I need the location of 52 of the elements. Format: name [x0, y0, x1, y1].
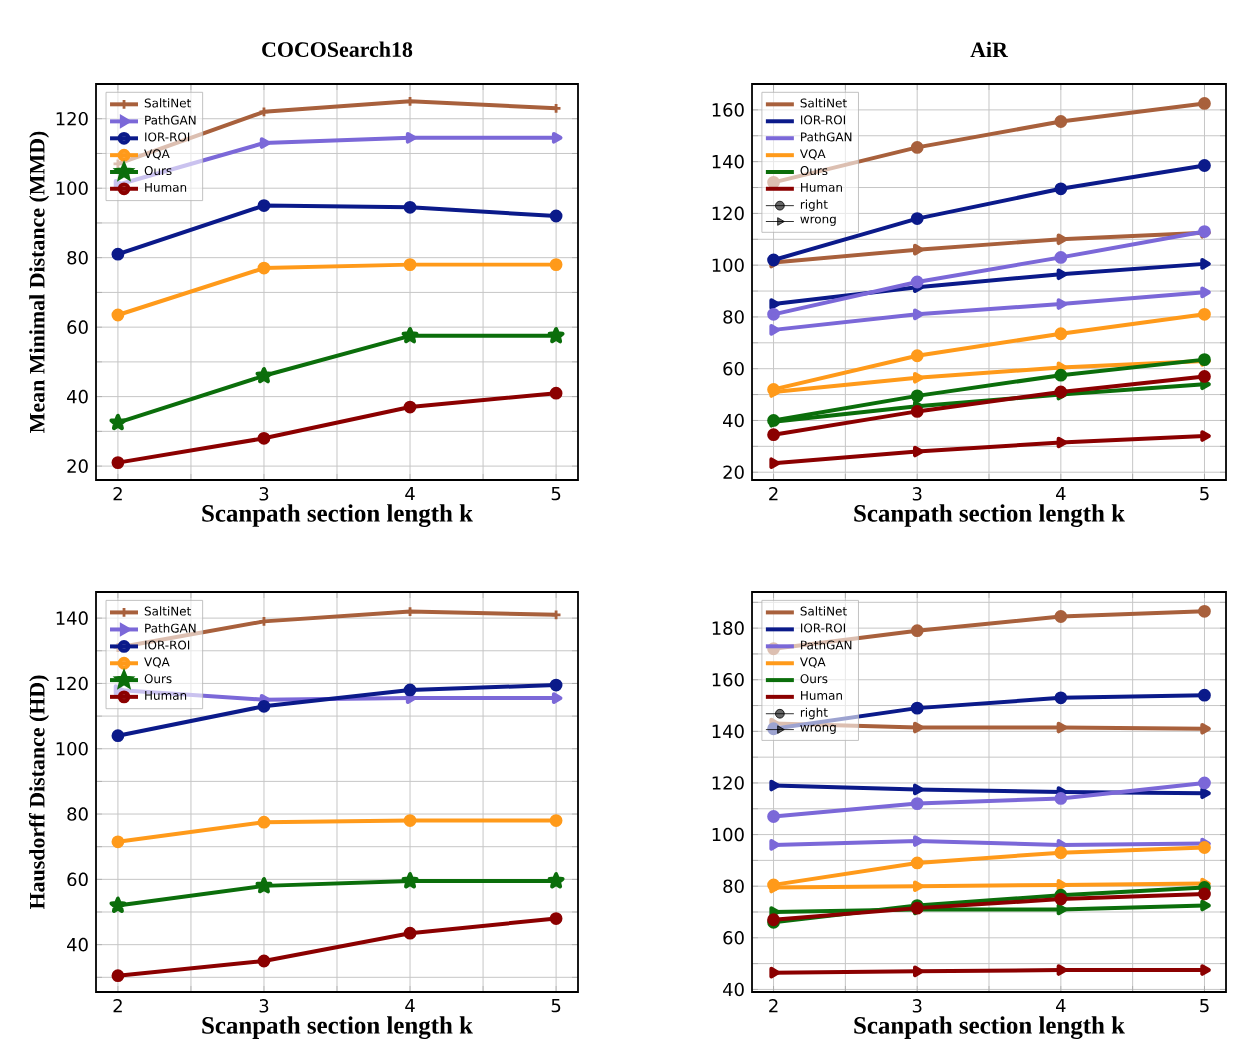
y-tick-label: 100	[712, 258, 744, 272]
y-tick-label: 140	[712, 724, 744, 739]
x-tick-label: 4	[405, 487, 415, 501]
x-tick-label: 2	[769, 999, 778, 1013]
x-tick-label: 5	[1200, 999, 1209, 1013]
y-tick-label: 180	[712, 621, 744, 635]
chart-title: COCOSearch18	[262, 41, 413, 57]
x-axis-title: Scanpath section length k	[202, 504, 473, 528]
y-tick-label: 60	[723, 361, 744, 376]
y-tick-label: 140	[56, 611, 88, 625]
x-tick-label: 4	[405, 999, 415, 1013]
y-tick-label: 120	[712, 776, 744, 790]
x-axis-title: Scanpath section length k	[854, 1016, 1125, 1040]
y-tick-label: 20	[723, 465, 744, 480]
y-tick-label: 140	[712, 154, 744, 169]
y-tick-label: 40	[67, 389, 88, 404]
x-tick-label: 2	[769, 487, 778, 501]
y-tick-label: 60	[67, 320, 88, 334]
y-tick-label: 120	[56, 676, 88, 691]
y-tick-label: 100	[712, 827, 744, 842]
y-tick-label: 120	[712, 206, 744, 221]
x-tick-label: 2	[113, 999, 122, 1013]
y-tick-label: 40	[723, 413, 744, 428]
y-tick-label: 80	[723, 310, 744, 324]
y-tick-label: 100	[56, 181, 88, 195]
x-tick-label: 5	[551, 999, 561, 1013]
y-tick-label: 60	[723, 931, 744, 945]
x-axis-title: Scanpath section length k	[202, 1016, 473, 1040]
chart-title: AiR	[970, 41, 1009, 57]
x-tick-label: 3	[912, 999, 922, 1013]
x-tick-label: 4	[1056, 487, 1066, 501]
y-tick-label: 60	[67, 872, 88, 887]
x-tick-label: 5	[1200, 487, 1209, 501]
y-tick-label: 160	[712, 672, 744, 687]
x-tick-label: 3	[259, 487, 269, 501]
x-tick-label: 2	[113, 487, 122, 501]
y-tick-label: 160	[712, 103, 744, 117]
y-tick-label: 120	[56, 111, 88, 126]
y-tick-label: 20	[67, 459, 88, 473]
y-axis-title: Hausdorff Distance (HD)	[28, 675, 50, 910]
x-tick-label: 4	[1056, 999, 1066, 1013]
x-tick-label: 3	[912, 487, 922, 501]
y-tick-label: 40	[67, 937, 88, 952]
y-tick-label: 80	[723, 879, 744, 893]
y-tick-label: 100	[56, 741, 88, 756]
x-tick-label: 3	[259, 999, 269, 1013]
y-tick-label: 80	[67, 250, 88, 265]
x-axis-title: Scanpath section length k	[854, 504, 1125, 528]
y-axis-title: Mean Minimal Distance (MMD)	[29, 131, 50, 433]
y-tick-label: 80	[67, 807, 88, 821]
x-tick-label: 5	[551, 487, 561, 501]
y-tick-label: 40	[723, 982, 744, 997]
